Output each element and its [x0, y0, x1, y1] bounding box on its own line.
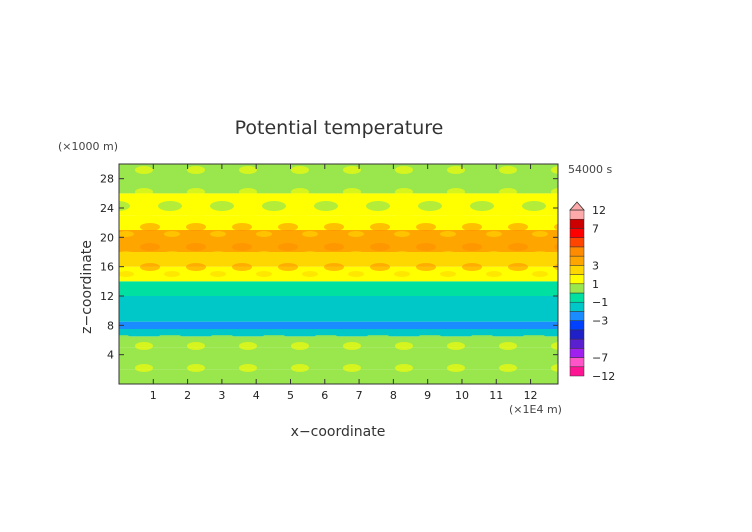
y-tick-label: 28 — [100, 173, 114, 186]
field-texture — [119, 164, 558, 384]
colorbar-label: −12 — [592, 370, 615, 383]
x-tick-label: 4 — [253, 389, 260, 402]
field-band-4 — [119, 321, 558, 329]
x-axis-unit: (×1E4 m) — [509, 403, 562, 416]
y-axis-label: z−coordinate — [79, 240, 95, 334]
x-tick-label: 9 — [424, 389, 431, 402]
field-band-3 — [119, 329, 558, 337]
x-tick-label: 7 — [356, 389, 363, 402]
colorbar-segment — [569, 237, 585, 248]
colorbar-segment — [569, 320, 585, 331]
colorbar-label: 1 — [592, 278, 599, 291]
upper-field-texture — [119, 164, 558, 219]
x-tick-label: 6 — [321, 389, 328, 402]
x-tick-label: 10 — [455, 389, 469, 402]
colorbar-labels: 12 7 3 1 −1 −3 −7 −12 — [592, 204, 615, 383]
colorbar — [569, 201, 585, 377]
y-tick-label: 16 — [100, 261, 114, 274]
x-tick-label: 8 — [390, 389, 397, 402]
chart-title: Potential temperature — [235, 117, 444, 139]
y-tick-label: 20 — [100, 231, 114, 244]
colorbar-segment — [569, 246, 585, 257]
y-tick-label: 4 — [107, 349, 114, 362]
y-tick-label: 12 — [100, 290, 114, 303]
colorbar-label: −3 — [592, 315, 608, 328]
colorbar-label: 7 — [592, 222, 599, 235]
colorbar-segment — [569, 348, 585, 358]
field-band-6 — [119, 281, 558, 296]
x-axis-ticks: 1 2 3 4 5 6 7 8 9 10 11 12 — [150, 164, 538, 402]
colorbar-segment — [569, 301, 585, 312]
time-label: 54000 s — [568, 163, 612, 176]
colorbar-segment — [569, 228, 585, 238]
y-tick-label: 24 — [100, 202, 114, 215]
colorbar-segment — [569, 292, 585, 303]
colorbar-segment — [569, 274, 585, 285]
colorbar-label: 12 — [592, 204, 606, 217]
x-tick-label: 12 — [524, 389, 538, 402]
plot-frame — [118, 163, 559, 385]
colorbar-top-arrow — [569, 201, 585, 211]
y-axis-ticks: 4 8 12 16 20 24 28 — [100, 173, 558, 362]
field-band-5 — [119, 296, 558, 322]
lower-field-texture — [119, 335, 558, 384]
colorbar-segment — [569, 366, 585, 377]
y-tick-label: 8 — [107, 319, 114, 332]
colorbar-segment — [569, 311, 585, 321]
colorbar-segment — [569, 338, 585, 349]
x-tick-label: 11 — [489, 389, 503, 402]
colorbar-segment — [569, 357, 585, 368]
colorbar-label: −7 — [592, 352, 608, 365]
colorbar-segment — [569, 218, 585, 229]
warm-layer-texture — [119, 219, 558, 279]
colorbar-label: 3 — [592, 259, 599, 272]
x-tick-label: 1 — [150, 389, 157, 402]
x-tick-label: 3 — [218, 389, 225, 402]
colorbar-segment — [569, 255, 585, 266]
colorbar-segment — [569, 209, 585, 220]
x-tick-label: 5 — [287, 389, 294, 402]
colorbar-segment — [569, 329, 585, 340]
x-axis-label: x−coordinate — [291, 424, 386, 440]
y-axis-unit: (×1000 m) — [58, 140, 118, 153]
colorbar-segment — [569, 265, 585, 275]
x-tick-label: 2 — [184, 389, 191, 402]
colorbar-label: −1 — [592, 296, 608, 309]
colorbar-segment — [569, 283, 585, 294]
